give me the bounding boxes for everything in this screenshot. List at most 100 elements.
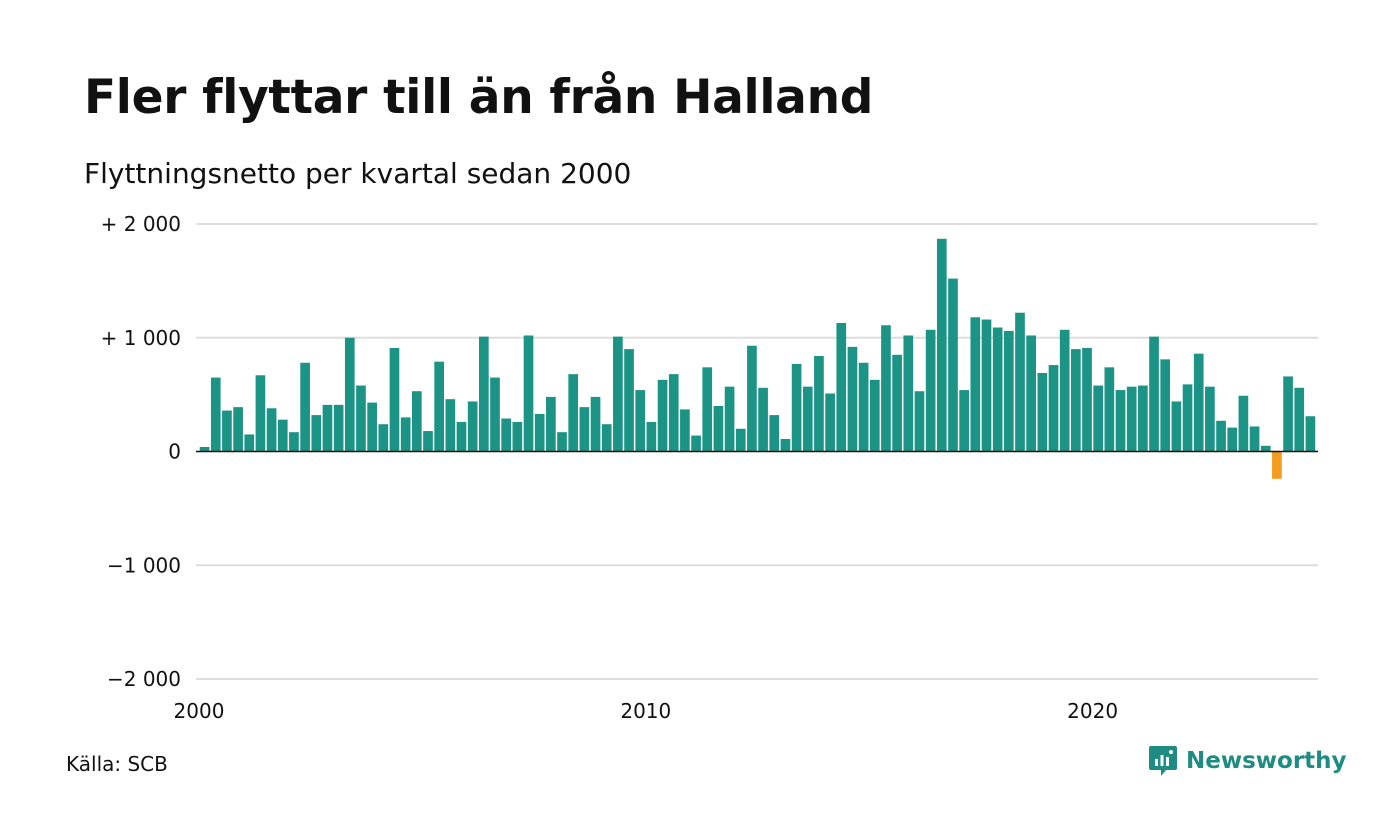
- bar: [266, 408, 277, 452]
- bar: [1071, 349, 1081, 452]
- bar: [970, 317, 981, 452]
- bar: [925, 329, 936, 452]
- bar: [903, 335, 914, 452]
- bar: [691, 435, 701, 452]
- bar: [356, 385, 366, 452]
- bar: [434, 361, 444, 452]
- bar: [1149, 336, 1159, 452]
- bar: [758, 387, 768, 452]
- bar: [1182, 384, 1193, 452]
- bar: [255, 375, 266, 452]
- chart-subtitle: Flyttningsnetto per kvartal sedan 2000: [84, 157, 632, 190]
- bar: [1305, 416, 1316, 452]
- bar: [735, 428, 746, 452]
- grid-lines: [196, 223, 1318, 680]
- bar: [1238, 395, 1249, 452]
- x-tick-label: 2010: [620, 699, 671, 723]
- bar: [579, 407, 590, 452]
- bar: [646, 421, 657, 452]
- bar: [702, 367, 713, 452]
- bar: [1115, 390, 1126, 452]
- bar: [300, 362, 310, 452]
- bar: [590, 396, 601, 452]
- bar: [1048, 365, 1059, 452]
- bar: [892, 354, 902, 452]
- bar: [210, 377, 221, 452]
- bar: [512, 421, 523, 452]
- bar: [333, 404, 344, 452]
- bar: [367, 402, 377, 452]
- bar: [802, 386, 813, 452]
- bar: [747, 345, 757, 452]
- bar: [1249, 426, 1260, 452]
- bar: [1093, 385, 1104, 452]
- bar: [311, 415, 322, 452]
- bar: [1294, 387, 1305, 452]
- bar: [1059, 329, 1070, 452]
- bar: [501, 418, 512, 452]
- bar: [858, 362, 869, 452]
- bar: [1026, 335, 1036, 452]
- bar: [277, 419, 288, 452]
- bar: [322, 404, 333, 452]
- bar: [244, 434, 255, 452]
- bars: [199, 238, 1316, 479]
- bar: [959, 390, 969, 452]
- bar: [490, 377, 500, 452]
- bar: [1216, 420, 1226, 452]
- bar: [724, 386, 735, 452]
- bar-chart: + 2 000 + 1 000 0 −1 000 −2 000 2000 2010 2020: [101, 212, 1318, 723]
- bar: [344, 337, 355, 452]
- bar: [657, 379, 668, 452]
- bar: [557, 432, 567, 452]
- newsworthy-logo: Newsworthy: [1148, 744, 1347, 778]
- bar: [389, 347, 400, 452]
- bar: [601, 424, 612, 452]
- bar: [1193, 353, 1204, 452]
- bar: [1138, 385, 1148, 452]
- bar: [869, 379, 880, 452]
- bar: [948, 278, 958, 452]
- bar: [936, 238, 947, 452]
- bar: [780, 438, 791, 452]
- bar: [825, 393, 835, 452]
- bar: [423, 431, 433, 452]
- y-tick-label: + 1 000: [101, 326, 181, 350]
- bar: [1082, 347, 1092, 452]
- newsworthy-logo-icon: [1149, 746, 1177, 776]
- bar: [836, 322, 847, 452]
- bar: [445, 399, 456, 452]
- y-tick-label: −2 000: [107, 667, 181, 691]
- bar: [199, 446, 210, 452]
- bar: [1003, 330, 1014, 452]
- bar: [467, 401, 478, 452]
- bar: [289, 432, 299, 452]
- x-tick-label: 2000: [174, 699, 225, 723]
- bar: [378, 424, 389, 452]
- newsworthy-logo-text: Newsworthy: [1186, 748, 1347, 774]
- bar: [456, 421, 467, 452]
- bar: [624, 349, 634, 452]
- bar: [613, 336, 623, 452]
- y-axis-ticks: + 2 000 + 1 000 0 −1 000 −2 000: [101, 212, 181, 691]
- bar: [992, 327, 1003, 452]
- bar: [1015, 312, 1025, 452]
- bar: [534, 413, 545, 452]
- x-tick-label: 2020: [1067, 699, 1118, 723]
- bar: [233, 407, 243, 452]
- bar: [668, 374, 679, 452]
- bar: [1205, 386, 1215, 452]
- bar: [847, 346, 858, 452]
- chart-title: Fler flyttar till än från Halland: [84, 70, 874, 125]
- y-tick-label: + 2 000: [101, 212, 181, 236]
- bar: [1283, 376, 1293, 452]
- bar: [814, 355, 824, 452]
- x-axis-ticks: 2000 2010 2020: [174, 699, 1119, 723]
- bar: [568, 374, 579, 452]
- bar: [791, 363, 802, 452]
- bar: [769, 415, 780, 452]
- bar: [1227, 427, 1238, 452]
- bar: [411, 391, 422, 452]
- bar: [914, 391, 925, 452]
- bar: [713, 406, 724, 452]
